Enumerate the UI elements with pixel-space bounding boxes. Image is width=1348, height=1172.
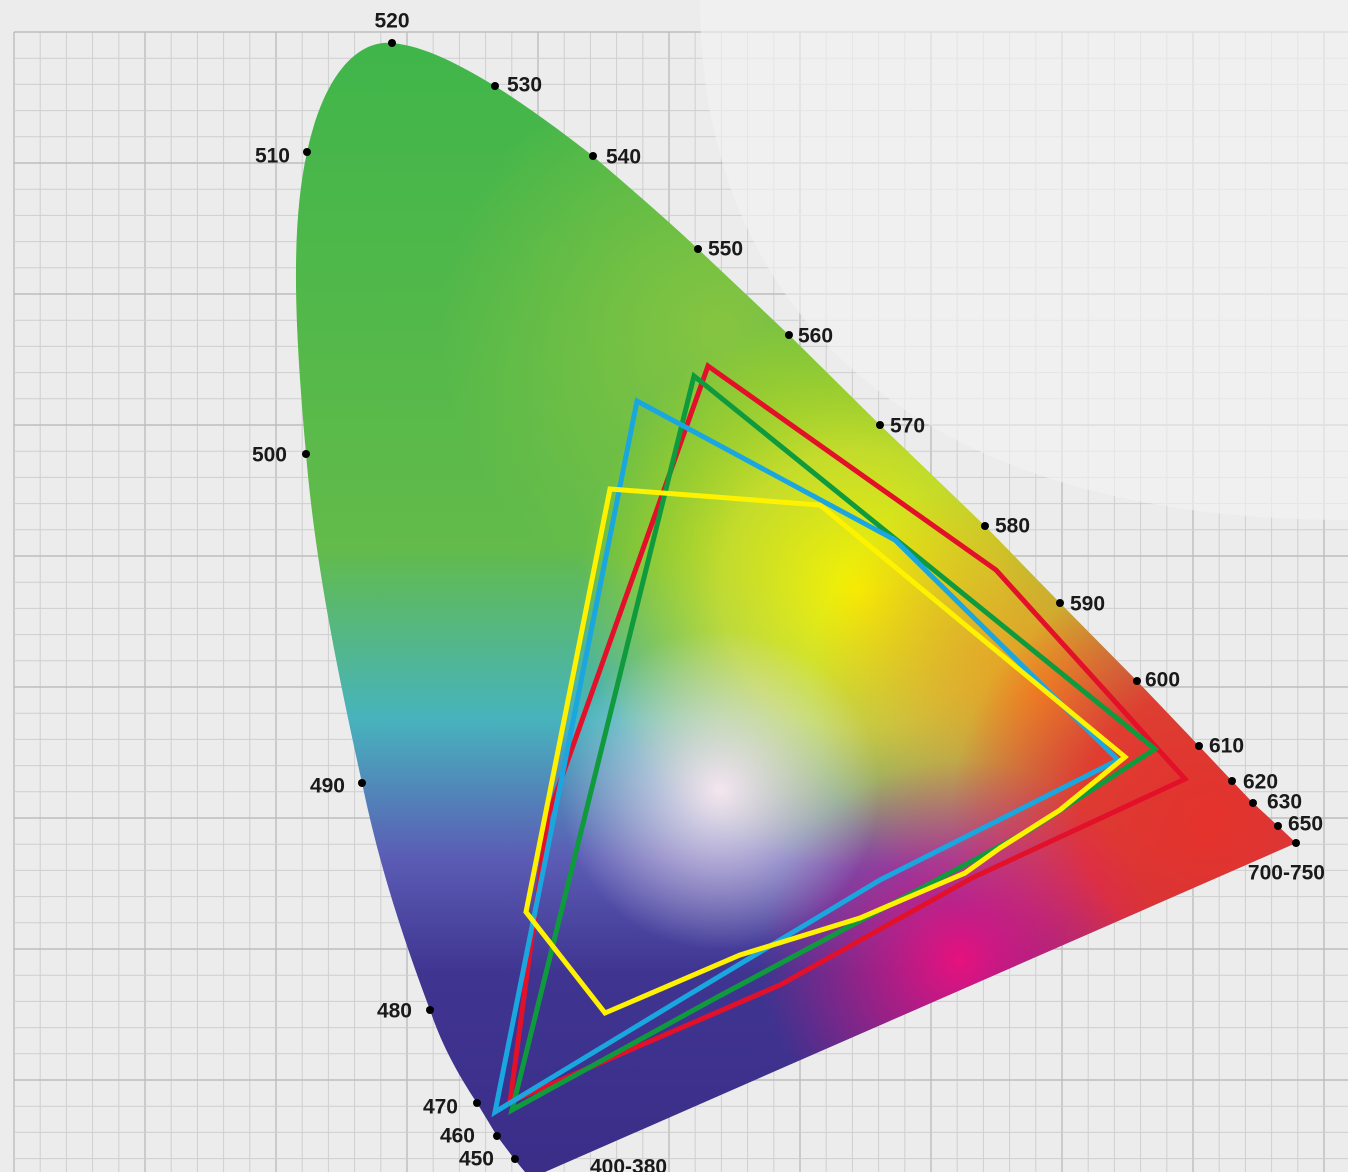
dot xyxy=(302,450,310,458)
dot xyxy=(1195,742,1203,750)
gamut-blue xyxy=(491,397,1123,1118)
label: 460 xyxy=(440,1125,475,1148)
label: 530 xyxy=(507,74,542,97)
label: 620 xyxy=(1243,771,1278,794)
label: 400-380 xyxy=(590,1156,667,1172)
label: 600 xyxy=(1145,669,1180,692)
label: 610 xyxy=(1209,735,1244,758)
label: 580 xyxy=(995,515,1030,538)
dot xyxy=(589,152,597,160)
label: 590 xyxy=(1070,593,1105,616)
dot xyxy=(473,1099,481,1107)
label: 700-750 xyxy=(1248,862,1325,885)
dot xyxy=(981,522,989,530)
gamut-red xyxy=(506,362,1190,1107)
background-shape xyxy=(700,0,1348,520)
dot xyxy=(876,421,884,429)
label: 510 xyxy=(255,145,290,168)
dot xyxy=(358,779,366,787)
label: 570 xyxy=(890,415,925,438)
label: 550 xyxy=(708,238,743,261)
dot xyxy=(491,82,499,90)
label: 630 xyxy=(1267,791,1302,814)
dot xyxy=(1292,839,1300,847)
dot xyxy=(694,245,702,253)
label: 490 xyxy=(310,775,345,798)
dot xyxy=(1056,599,1064,607)
wavelength-labels: 520 530 540 550 560 570 580 590 600 610 … xyxy=(252,10,1325,1172)
dot xyxy=(493,1132,501,1140)
gamuts xyxy=(491,362,1190,1118)
label: 520 xyxy=(374,10,409,33)
dot xyxy=(785,331,793,339)
label: 560 xyxy=(798,325,833,348)
label: 540 xyxy=(606,146,641,169)
label: 450 xyxy=(459,1148,494,1171)
gamut-yellow xyxy=(523,486,1129,1017)
label: 500 xyxy=(252,444,287,467)
dot xyxy=(1249,799,1257,807)
dot xyxy=(1133,677,1141,685)
dot xyxy=(1274,822,1282,830)
label: 480 xyxy=(377,1000,412,1023)
dot xyxy=(303,148,311,156)
dot xyxy=(426,1006,434,1014)
dot xyxy=(388,39,396,47)
label: 470 xyxy=(423,1096,458,1119)
dot xyxy=(511,1155,519,1163)
dot xyxy=(1228,777,1236,785)
wavelength-points xyxy=(302,39,1300,1163)
label: 650 xyxy=(1288,813,1323,836)
